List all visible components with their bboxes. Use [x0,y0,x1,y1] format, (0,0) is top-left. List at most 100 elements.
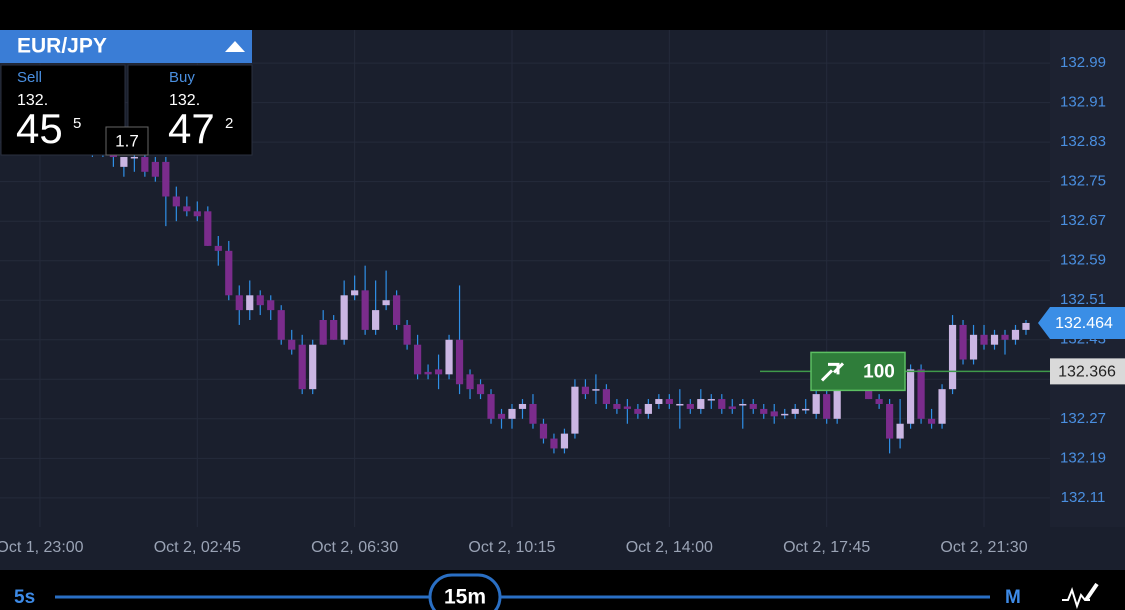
timeframe-min[interactable]: 5s [14,587,35,608]
candle-body [1011,329,1020,340]
timeframe-selected: 15m [444,586,486,609]
y-tick-label: 132.83 [1060,133,1106,150]
x-axis-area [0,527,1125,570]
buy-box[interactable] [127,64,253,156]
candle-body [309,344,317,390]
candle-body [298,344,306,390]
y-axis-area [1050,30,1125,527]
candle-body [267,300,275,311]
buy-label: Buy [169,69,195,86]
candle-body [277,310,285,340]
candle-body [340,295,348,340]
x-tick-label: Oct 2, 10:15 [468,539,555,556]
candle-body [686,403,694,409]
x-tick-label: Oct 2, 17:45 [783,539,870,556]
candle-body [749,403,757,409]
candle-body [466,374,474,390]
candle-body [602,389,610,404]
y-tick-label: 132.19 [1060,449,1106,466]
candle-body [120,156,128,167]
candle-body [644,403,652,414]
candle-body [906,369,915,424]
spread-box [105,126,149,156]
candle-body [592,389,600,391]
order-quantity: 100 [863,361,895,382]
candle-body [613,403,621,409]
candle-body [246,295,254,311]
candle-body [865,384,873,400]
candle-body [990,334,999,345]
candle-body [739,403,747,406]
candle-body [948,324,957,390]
candle-body [634,408,642,414]
candle-body [214,245,222,251]
slider-thumb[interactable] [428,573,502,610]
order-icon [820,362,845,382]
order-box [810,351,906,392]
candle-body [455,339,464,385]
y-tick-label: 132.75 [1060,173,1106,190]
x-tick-label: Oct 2, 14:00 [626,539,713,556]
candle-body [351,290,359,296]
candle-body [1001,334,1009,340]
candle-body [162,161,170,197]
candle-body [697,399,705,409]
candle-body [676,403,684,406]
candle-body [497,413,506,419]
drawing-tool-icon[interactable] [1062,587,1090,610]
sell-box[interactable] [0,64,126,156]
x-tick-label: Oct 2, 06:30 [311,539,398,556]
candle-body [770,411,778,417]
candle-body [183,206,191,212]
candle-body [434,369,443,375]
candle-body [550,438,558,449]
sell-big-figure: 132. [17,92,48,109]
candle-body [141,156,149,172]
spread: 1.7 [115,131,139,150]
candle-body [518,403,527,409]
candle-body [424,371,432,375]
y-tick-label: 132.99 [1060,54,1106,71]
candle-body [382,300,390,306]
pencil-icon[interactable] [1084,582,1099,602]
candle-body [571,386,579,434]
symbol: EUR/JPY [17,35,107,58]
candle-body [476,384,485,395]
panel-header[interactable] [0,30,252,63]
candle-body [529,403,537,424]
timeframe-max[interactable]: M [1005,587,1021,608]
sell-pips: 45 [16,105,63,152]
candle-body [403,324,411,345]
candle-body [791,408,799,414]
candle-body [172,196,180,207]
candle-body [875,399,883,404]
y-tick-label: 132.59 [1060,252,1106,269]
candle-body [623,406,631,409]
candle-body [393,295,401,325]
candle-body [445,339,453,375]
y-tick-label: 132.91 [1060,94,1106,111]
y-tick-label: 132.67 [1060,212,1106,229]
collapse-icon[interactable] [225,41,245,52]
buy-pips: 47 [168,105,215,152]
candle-body [938,389,946,424]
candle-body [969,334,978,360]
candle-body [707,399,715,401]
overlay: 100 132.366 132.464 [760,306,1125,392]
candle-body [886,403,894,439]
buy-fraction: 2 [225,115,233,132]
candle-body [539,423,548,439]
candle-body [760,408,768,414]
order-price: 132.366 [1058,364,1116,381]
candle-body [823,394,831,419]
sell-label: Sell [17,69,42,86]
candle-body [487,394,495,419]
candle-body [781,413,789,416]
candle-body [372,310,380,330]
candle-body [151,161,159,177]
last-price: 132.464 [1055,315,1113,332]
candle-body [802,408,810,411]
candle-body [413,344,422,375]
candle-body [896,423,904,439]
